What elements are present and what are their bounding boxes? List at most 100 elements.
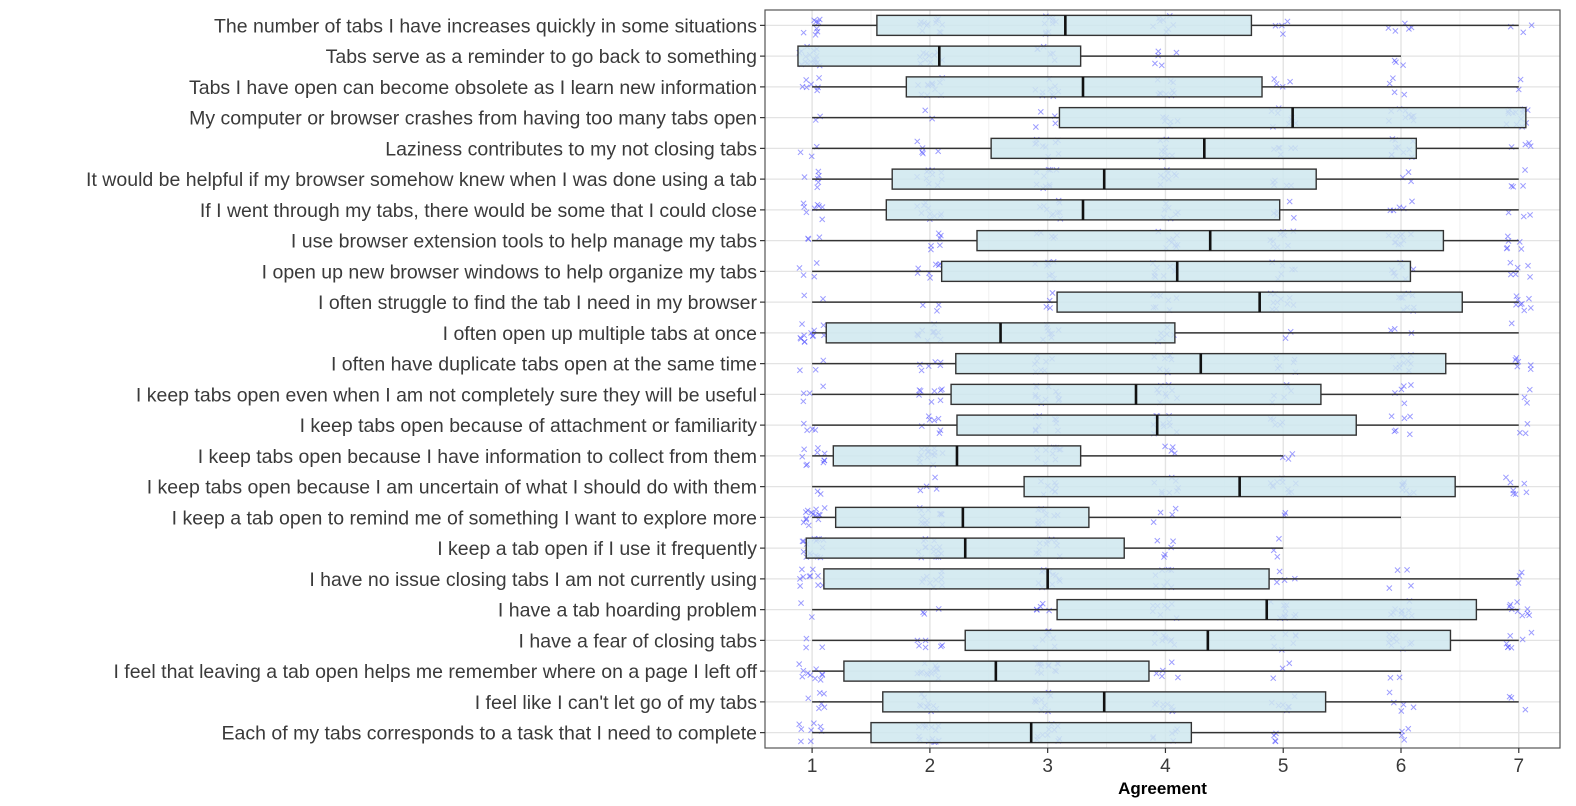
jitter-point	[1273, 579, 1280, 586]
jitter-point	[1518, 245, 1525, 252]
jitter-point	[820, 295, 826, 302]
jitter-point	[1520, 29, 1527, 36]
category-labels: The number of tabs I have increases quic…	[86, 15, 765, 745]
jitter-point	[1516, 429, 1523, 436]
category-label: I open up new browser windows to help or…	[262, 261, 758, 283]
jitter-point	[1401, 91, 1408, 98]
x-tick-label: 1	[807, 756, 818, 777]
jitter-point	[800, 29, 807, 36]
jitter-point	[1391, 325, 1398, 332]
box-row-3	[812, 76, 1519, 98]
jitter-point	[917, 387, 924, 394]
jitter-point	[936, 242, 943, 249]
jitter-point	[821, 704, 828, 711]
jitter-point	[1150, 519, 1157, 526]
jitter-point	[1526, 295, 1532, 302]
box-row-24	[812, 721, 1401, 744]
jitter-point	[803, 635, 810, 642]
box-row-21	[812, 629, 1519, 652]
jitter-point	[1508, 183, 1515, 189]
jitter-point	[814, 449, 821, 456]
jitter-point	[812, 427, 819, 433]
category-label: I have a fear of closing tabs	[519, 630, 758, 652]
jitter-point	[1398, 732, 1405, 739]
x-tick-label: 5	[1278, 756, 1289, 777]
jitter-point	[801, 332, 808, 339]
box-row-22	[812, 660, 1401, 682]
jitter-point	[800, 548, 807, 555]
jitter-point	[816, 74, 823, 81]
jitter-point	[1515, 580, 1522, 586]
jitter-point	[1526, 612, 1533, 619]
jitter-point	[1528, 22, 1535, 29]
jitter-point	[1405, 725, 1412, 732]
jitter-point	[807, 738, 814, 745]
jitter-point	[1282, 335, 1289, 342]
jitter-point	[800, 667, 807, 674]
jitter-point	[803, 209, 810, 216]
jitter-point	[935, 262, 942, 269]
category-label: My computer or browser crashes from havi…	[189, 108, 757, 130]
category-label: Tabs serve as a reminder to go back to s…	[326, 46, 757, 68]
jitter-point	[800, 519, 807, 526]
jitter-point	[812, 675, 819, 682]
jitter-point	[1510, 487, 1517, 494]
jitter-point	[819, 672, 826, 679]
jitter-point	[1508, 694, 1515, 701]
category-label: I keep a tab open to remind me of someth…	[172, 507, 757, 529]
jitter-point	[1152, 60, 1158, 67]
jitter-point	[797, 583, 804, 589]
box-row-5	[812, 137, 1519, 160]
jitter-point	[1522, 141, 1529, 148]
category-label: I often open up multiple tabs at once	[443, 323, 757, 345]
jitter-point	[1512, 271, 1519, 278]
x-tick-label: 7	[1513, 756, 1524, 777]
jitter-point	[1400, 62, 1407, 69]
jitter-point	[1389, 75, 1396, 82]
jitter-point	[1392, 427, 1399, 434]
jitter-point	[1517, 76, 1524, 83]
jitter-point	[820, 357, 827, 364]
jitter-point	[1154, 537, 1161, 544]
jitter-point	[808, 727, 815, 734]
jitter-point	[808, 329, 815, 336]
x-tick-label: 2	[925, 756, 936, 777]
jitter-point	[1504, 233, 1511, 240]
jitter-point	[1168, 659, 1175, 666]
jitter-point	[1279, 31, 1286, 37]
jitter-point	[1401, 415, 1408, 422]
jitter-point	[1519, 612, 1526, 619]
jitter-point	[801, 204, 808, 210]
jitter-point	[1518, 569, 1525, 576]
category-label: I keep tabs open because of attachment o…	[300, 415, 758, 437]
jitter-point	[798, 726, 805, 733]
jitter-point	[1174, 674, 1181, 681]
jitter-point	[1274, 553, 1281, 560]
jitter-point	[936, 235, 943, 242]
jitter-point	[1514, 599, 1521, 605]
jitter-point	[814, 445, 821, 451]
jitter-point	[927, 246, 934, 253]
jitter-point	[1286, 198, 1293, 205]
jitter-point	[807, 672, 814, 679]
jitter-point	[814, 28, 821, 35]
jitter-point	[812, 31, 819, 38]
jitter-point	[921, 610, 928, 617]
jitter-point	[928, 398, 935, 405]
jitter-point	[1171, 450, 1178, 457]
jitter-point	[811, 17, 818, 24]
jitter-point	[1290, 214, 1297, 221]
jitter-point	[1387, 327, 1394, 334]
x-tick-label: 6	[1396, 756, 1407, 777]
jitter-point	[1047, 304, 1054, 311]
jitter-point	[1049, 290, 1056, 296]
jitter-point	[815, 179, 822, 186]
box-row-13	[812, 383, 1519, 406]
jitter-point	[1272, 737, 1279, 744]
jitter-point	[814, 201, 821, 208]
jitter-point	[1528, 629, 1535, 636]
box-layer	[797, 14, 1527, 744]
jitter-point	[1409, 198, 1415, 205]
jitter-point	[1527, 211, 1534, 218]
jitter-point	[806, 573, 813, 580]
